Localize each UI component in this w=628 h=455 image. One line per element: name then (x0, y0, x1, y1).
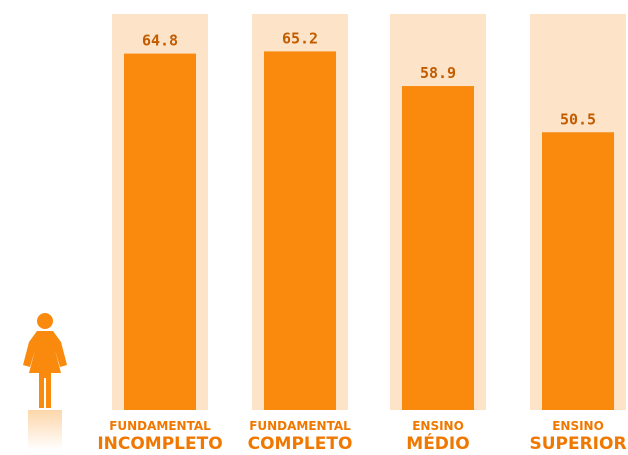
value-label-2: 65.2 (282, 29, 318, 47)
category-label-4-line1: ENSINO (552, 419, 604, 433)
value-label-1: 64.8 (142, 32, 178, 50)
bar-3 (402, 86, 474, 411)
value-label-3: 58.9 (420, 64, 456, 82)
bar-4 (542, 132, 614, 410)
category-label-3-line1: ENSINO (412, 419, 464, 433)
category-label-4-line2: SUPERIOR (529, 434, 626, 454)
value-labels: 64.8 65.2 58.9 50.5 (142, 29, 596, 128)
category-label-3-line2: MÉDIO (406, 432, 469, 454)
bars (124, 51, 614, 411)
value-label-4: 50.5 (560, 110, 596, 128)
bar-2 (264, 51, 336, 411)
category-label-1-line2: INCOMPLETO (97, 434, 222, 454)
woman-figure-icon (23, 313, 67, 450)
category-label-2-line2: COMPLETO (248, 434, 353, 454)
category-label-1-line1: FUNDAMENTAL (109, 419, 211, 433)
category-label-2-line1: FUNDAMENTAL (249, 419, 351, 433)
bar-1 (124, 53, 196, 410)
category-labels: FUNDAMENTALINCOMPLETOFUNDAMENTALCOMPLETO… (97, 419, 626, 454)
